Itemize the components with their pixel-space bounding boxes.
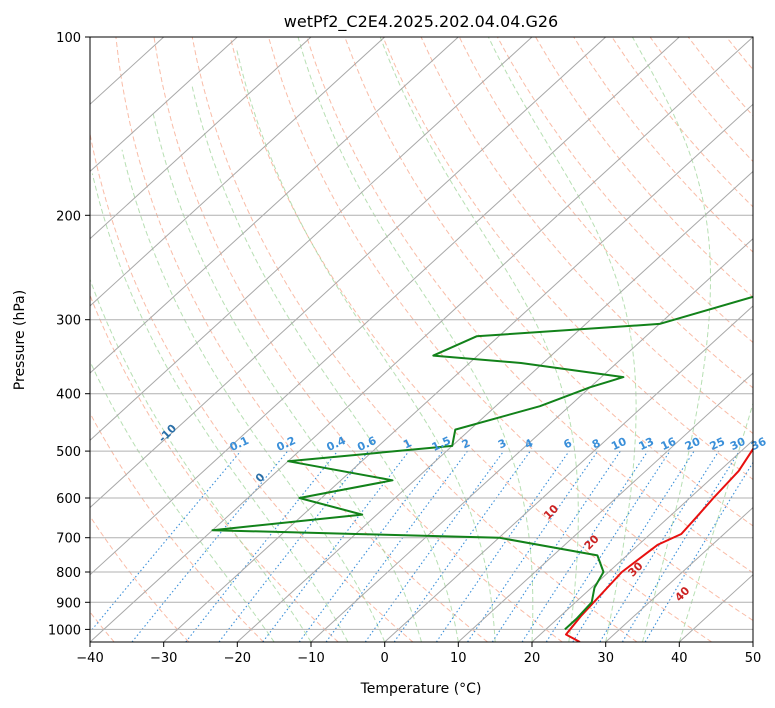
moist-adiabat-line [297, 37, 534, 642]
isotherm-line [90, 37, 680, 576]
x-tick-label: 30 [597, 651, 614, 666]
dry-adiabat-line [268, 37, 753, 622]
moist-adiabat-line [631, 37, 711, 642]
isotherm-line [90, 37, 238, 173]
temperature-profile [565, 447, 753, 642]
moist-adiabat-line [191, 83, 459, 642]
dewpoint-profile [211, 295, 753, 631]
moist-adiabat-line [487, 37, 637, 642]
y-axis: 100 200 300 400 500 600 700 800 900 1000 [48, 31, 90, 638]
mixing-ratio-label: 10 [609, 435, 629, 453]
y-tick-label: 400 [56, 388, 81, 403]
plot-frame [89, 36, 754, 643]
chart-title: wetPf2_C2E4.2025.202.04.04.G26 [284, 12, 558, 32]
moist-adiabat-line [236, 49, 496, 642]
y-tick-label: 200 [56, 209, 81, 224]
x-tick-label: 40 [671, 651, 688, 666]
dry-adiabat-line [535, 37, 753, 298]
x-axis-title: Temperature (°C) [360, 681, 482, 697]
isotherm-line [605, 506, 753, 642]
isotherm-line [310, 237, 753, 642]
x-tick-label: −10 [297, 651, 324, 666]
moist-adiabat-line [90, 278, 312, 642]
y-tick-label: 900 [56, 596, 81, 611]
x-tick-label: 0 [381, 651, 389, 666]
dry-adiabat-line [191, 37, 638, 642]
dry-adiabat-line [382, 37, 753, 481]
y-tick-label: 1000 [48, 623, 81, 638]
x-tick-label: 10 [450, 651, 467, 666]
isotherm-line [90, 37, 312, 240]
y-tick-label: 300 [56, 314, 81, 329]
x-tick-label: 20 [524, 651, 541, 666]
y-tick-label: 500 [56, 445, 81, 460]
y-tick-label: 600 [56, 492, 81, 507]
isotherm-line [236, 170, 753, 642]
isotherm-line [163, 103, 753, 642]
y-tick-label: 700 [56, 532, 81, 547]
dry-adiabat-line [115, 37, 488, 642]
isotherm-line [384, 305, 753, 642]
isotherm-line [90, 37, 459, 374]
moist-adiabat-line [90, 360, 275, 642]
moist-adiabat-line [152, 114, 422, 642]
pressure-gridlines [90, 37, 753, 630]
isotherm-line [90, 37, 753, 642]
mixing-ratio-label: 36 [749, 435, 769, 453]
x-tick-label: 50 [745, 651, 762, 666]
isotherm-line [531, 439, 753, 642]
dry-adiabat-line [420, 37, 753, 435]
mixing-ratio-label: 13 [637, 435, 656, 453]
y-tick-label: 800 [56, 566, 81, 581]
x-tick-label: −30 [150, 651, 177, 666]
y-axis-title: Pressure (hPa) [12, 290, 28, 390]
sounding-profiles [211, 295, 753, 642]
dry-adiabat-line [153, 37, 563, 642]
x-tick-label: −40 [76, 651, 103, 666]
mixing-ratio-label: 20 [683, 435, 703, 453]
x-tick-label: −20 [224, 651, 251, 666]
moist-adiabat-line [91, 173, 349, 642]
dry-adiabat-line [90, 412, 264, 642]
isotherm-line [90, 37, 607, 509]
mixing-ratio-label: 25 [708, 435, 727, 453]
x-axis: −40 −30 −20 −10 0 10 20 30 40 50 [76, 642, 761, 666]
moist-adiabat-line [379, 37, 579, 642]
dry-adiabat-line [306, 37, 753, 574]
isotherm-line [90, 37, 386, 307]
moist-adiabat-line [678, 401, 753, 642]
isotherm-line [90, 37, 533, 442]
y-tick-label: 100 [56, 31, 81, 46]
isotherm-line [457, 372, 753, 642]
mixing-ratio-label: 16 [659, 435, 679, 453]
dry-adiabat-line [496, 37, 753, 344]
mixing-ratio-label: 30 [728, 435, 748, 453]
